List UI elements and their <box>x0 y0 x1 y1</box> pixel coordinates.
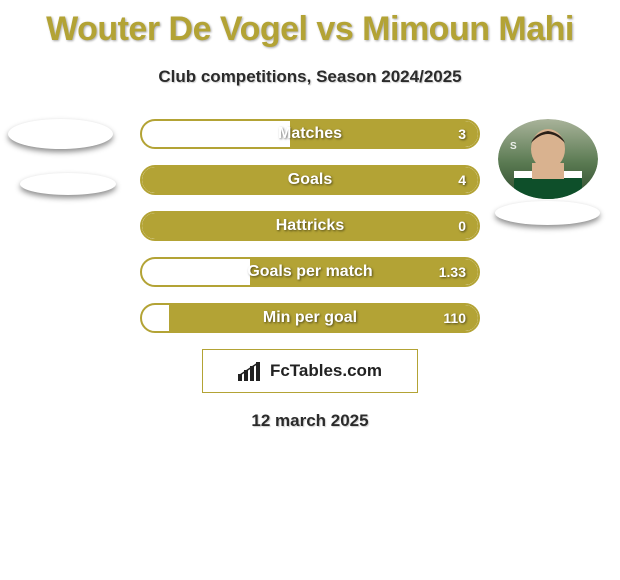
stat-bar-value: 4 <box>458 167 466 193</box>
stat-bar-value: 1.33 <box>439 259 466 285</box>
stat-bar-label: Matches <box>142 121 478 147</box>
player-left-placeholder <box>8 119 116 195</box>
stat-bars: Matches3Goals4Hattricks0Goals per match1… <box>140 113 480 333</box>
site-logo: FcTables.com <box>202 349 418 393</box>
stat-bar: Goals4 <box>140 165 480 195</box>
stat-bar-label: Goals per match <box>142 259 478 285</box>
comparison-area: S Matches3 Goals4 Hattricks0 Goals per matc… <box>0 113 620 333</box>
svg-text:S: S <box>510 141 517 152</box>
stat-bar-value: 110 <box>443 305 466 331</box>
stat-bar: Min per goal110 <box>140 303 480 333</box>
subtitle: Club competitions, Season 2024/2025 <box>0 67 620 87</box>
player-right-avatar: S <box>498 119 598 199</box>
stat-bar: Goals per match1.33 <box>140 257 480 287</box>
ellipse-shadow <box>495 201 600 225</box>
stat-bar-label: Goals <box>142 167 478 193</box>
page-title: Wouter De Vogel vs Mimoun Mahi <box>0 0 620 49</box>
ellipse-shadow <box>20 173 116 195</box>
stat-bar-value: 3 <box>458 121 466 147</box>
stat-bar-label: Min per goal <box>142 305 478 331</box>
stat-bar: Matches3 <box>140 119 480 149</box>
avatar-icon: S <box>498 119 598 199</box>
date-label: 12 march 2025 <box>0 411 620 431</box>
site-logo-text: FcTables.com <box>270 361 382 381</box>
stat-bar: Hattricks0 <box>140 211 480 241</box>
ellipse-shadow <box>8 119 113 149</box>
player-right-area: S <box>495 119 600 225</box>
chart-icon <box>238 361 264 381</box>
stat-bar-value: 0 <box>458 213 466 239</box>
stat-bar-label: Hattricks <box>142 213 478 239</box>
